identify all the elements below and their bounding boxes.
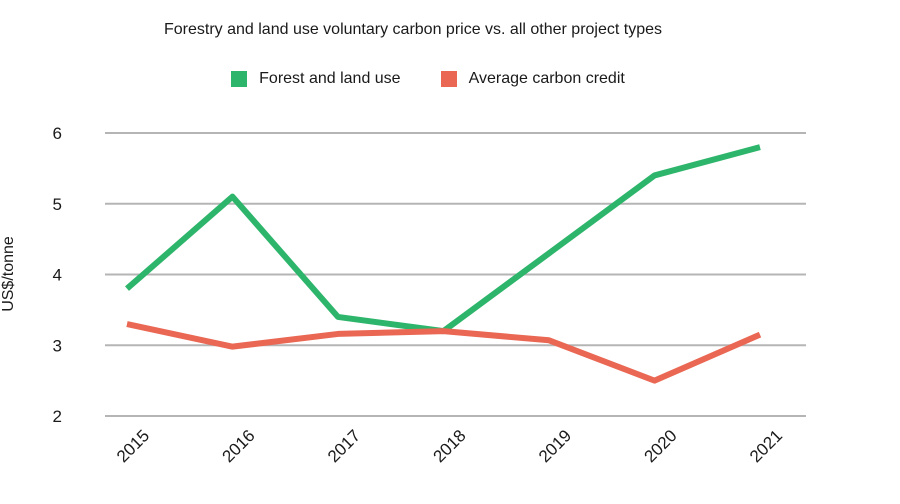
legend-item-forest: Forest and land use — [231, 70, 401, 88]
x-tick-label: 2018 — [430, 426, 470, 466]
x-tick-label: 2015 — [113, 426, 153, 466]
legend-swatch-forest — [231, 71, 248, 87]
y-tick-label: 4 — [53, 266, 62, 285]
series-line-average — [126, 321, 762, 384]
x-tick-label: 2020 — [641, 426, 681, 466]
y-tick-label: 3 — [53, 336, 62, 355]
legend-label-average: Average carbon credit — [468, 70, 625, 87]
chart-title: Forestry and land use voluntary carbon p… — [163, 21, 663, 38]
legend-swatch-average — [440, 71, 457, 87]
y-tick-label: 2 — [53, 407, 62, 426]
x-tick-label: 2021 — [746, 426, 786, 466]
y-tick-labels: 2 3 4 5 6 — [53, 124, 62, 426]
legend: Forest and land use Average carbon credi… — [0, 70, 856, 88]
y-tick-label: 6 — [53, 124, 62, 143]
x-tick-label: 2017 — [324, 426, 364, 466]
series-lines — [125, 144, 762, 384]
gridlines — [105, 132, 806, 417]
series-line-forest — [125, 144, 761, 335]
x-tick-label: 2019 — [535, 426, 575, 466]
x-tick-labels: 2015 2016 2017 2018 2019 2020 2021 — [113, 426, 786, 466]
legend-label-forest: Forest and land use — [259, 70, 401, 87]
legend-item-average: Average carbon credit — [440, 70, 625, 88]
y-tick-label: 5 — [53, 195, 62, 214]
x-tick-label: 2016 — [219, 426, 259, 466]
y-axis-label: US$/tonne — [0, 236, 17, 312]
